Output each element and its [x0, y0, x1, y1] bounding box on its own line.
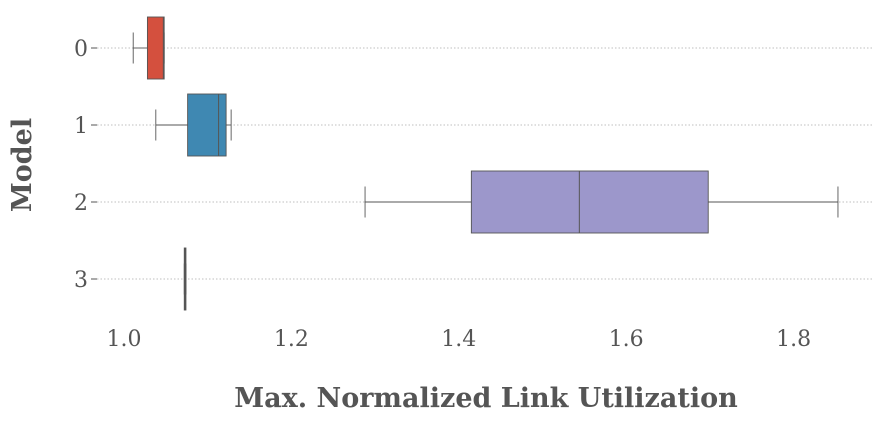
y-tick-label: 2 [74, 191, 88, 216]
y-axis-title: Model [7, 118, 38, 212]
box-iqr [146, 16, 165, 80]
box-series-2 [364, 170, 839, 234]
box-series-1 [155, 93, 232, 157]
y-tick-label: 1 [74, 114, 88, 139]
x-axis-title: Max. Normalized Link Utilization [234, 383, 738, 414]
x-tick-label: 1.0 [107, 327, 142, 352]
tick-labels: 0 1 2 3 1.0 1.2 1.4 1.6 1.8 [74, 37, 811, 352]
x-tick-label: 1.6 [609, 327, 644, 352]
box-iqr [470, 170, 709, 234]
box-series-0 [132, 16, 165, 80]
box-series-3 [183, 247, 187, 311]
x-tick-label: 1.8 [776, 327, 811, 352]
box-iqr [187, 93, 227, 157]
boxes [132, 16, 839, 311]
grid-lines [97, 47, 872, 280]
x-tick-label: 1.2 [274, 327, 309, 352]
y-tick-label: 0 [74, 37, 88, 62]
y-tick-label: 3 [74, 268, 88, 293]
x-tick-label: 1.4 [441, 327, 476, 352]
